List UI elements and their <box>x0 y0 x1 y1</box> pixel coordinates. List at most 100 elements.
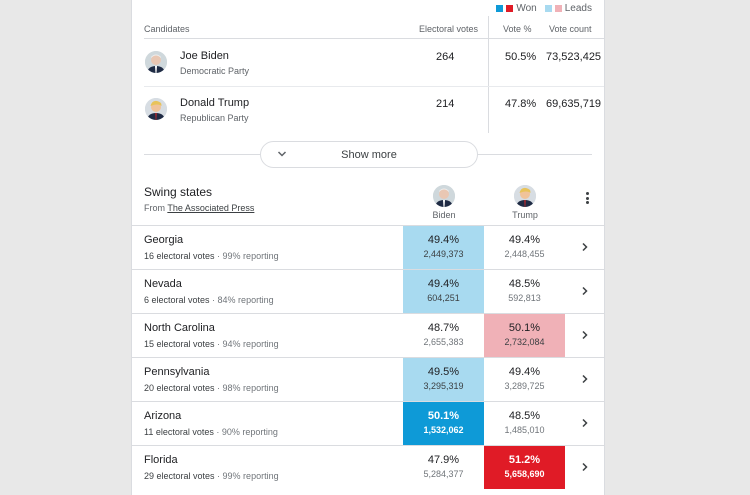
trump-count: 592,813 <box>508 293 541 303</box>
biden-result-cell: 50.1% 1,532,062 <box>403 402 484 445</box>
vote-count-header: Vote count <box>549 24 592 34</box>
state-electoral-votes: 6 electoral votes <box>144 295 210 305</box>
show-more-label: Show more <box>341 148 397 161</box>
won-swatch-blue <box>496 5 504 12</box>
state-name: Pennsylvania <box>144 366 210 378</box>
trump-result-cell: 49.4% 3,289,725 <box>484 358 565 401</box>
trump-result-cell: 51.2% 5,658,690 <box>484 446 565 489</box>
trump-pct: 49.4% <box>508 234 541 246</box>
state-name: Nevada <box>144 278 182 290</box>
state-name: Florida <box>144 454 178 466</box>
state-row-north-carolina[interactable]: North Carolina 15 electoral votes · 94% … <box>132 313 604 357</box>
trump-pct: 49.4% <box>508 366 541 378</box>
leads-swatch-blue <box>544 5 552 12</box>
header-divider <box>144 38 604 39</box>
biden-column-label: Biden <box>432 210 456 220</box>
state-reporting: 94% reporting <box>222 339 279 349</box>
state-meta: 11 electoral votes · 90% reporting <box>144 427 278 437</box>
trump-count: 2,448,455 <box>504 249 545 259</box>
election-results-card: Won Leads Candidates Electoral votes Vot… <box>131 0 605 495</box>
trump-vote-pct: 47.8% <box>505 98 537 110</box>
trump-party: Republican Party <box>180 113 249 123</box>
chevron-right-icon <box>582 330 588 340</box>
biden-result-cell: 49.4% 604,251 <box>403 270 484 313</box>
state-row-georgia[interactable]: Georgia 16 electoral votes · 99% reporti… <box>132 225 604 269</box>
biden-result-cell: 49.4% 2,449,373 <box>403 226 484 269</box>
state-electoral-votes: 11 electoral votes <box>144 427 214 437</box>
trump-count: 2,732,084 <box>504 337 545 347</box>
trump-count: 1,485,010 <box>504 425 545 435</box>
biden-avatar-icon <box>145 51 167 73</box>
biden-party: Democratic Party <box>180 66 250 76</box>
trump-result-cell: 48.5% 1,485,010 <box>484 402 565 445</box>
trump-count: 3,289,725 <box>504 381 545 391</box>
state-name: Arizona <box>144 410 182 422</box>
more-options-icon[interactable] <box>584 192 590 206</box>
biden-pct: 48.7% <box>427 322 460 334</box>
chevron-down-icon <box>277 151 287 157</box>
trump-pct: 48.5% <box>508 278 541 290</box>
electoral-votes-header: Electoral votes <box>419 24 479 34</box>
biden-count: 2,449,373 <box>423 249 464 259</box>
biden-name: Joe Biden <box>180 50 229 62</box>
swing-source: From The Associated Press <box>144 203 254 213</box>
state-name: Georgia <box>144 234 184 246</box>
won-swatch-red <box>506 5 514 12</box>
trump-pct: 50.1% <box>508 322 541 334</box>
state-row-pennsylvania[interactable]: Pennsylvania 20 electoral votes · 98% re… <box>132 357 604 401</box>
biden-result-cell: 48.7% 2,655,383 <box>403 314 484 357</box>
biden-pct: 50.1% <box>427 410 460 422</box>
state-meta: 16 electoral votes · 99% reporting <box>144 251 279 261</box>
source-prefix: From <box>144 203 165 213</box>
leads-swatch-red <box>554 5 562 12</box>
state-electoral-votes: 15 electoral votes <box>144 339 215 349</box>
state-reporting: 98% reporting <box>222 383 279 393</box>
state-reporting: 90% reporting <box>221 427 278 437</box>
candidates-header: Candidates <box>144 24 190 34</box>
chevron-right-icon <box>582 374 588 384</box>
biden-count: 1,532,062 <box>423 425 464 435</box>
chevron-right-icon <box>582 418 588 428</box>
biden-pct: 47.9% <box>427 454 460 466</box>
biden-count: 604,251 <box>427 293 460 303</box>
biden-electoral: 264 <box>436 51 455 63</box>
state-electoral-votes: 29 electoral votes <box>144 471 215 481</box>
biden-pct: 49.4% <box>427 234 460 246</box>
column-divider <box>488 16 489 133</box>
legend-won-label: Won <box>516 3 537 14</box>
trump-result-cell: 49.4% 2,448,455 <box>484 226 565 269</box>
biden-pct: 49.4% <box>427 278 460 290</box>
legend: Won Leads <box>496 3 592 14</box>
trump-avatar-icon <box>145 98 167 120</box>
trump-name: Donald Trump <box>180 97 250 109</box>
state-reporting: 99% reporting <box>222 251 279 261</box>
trump-column-avatar-icon <box>514 185 536 207</box>
trump-vote-count: 69,635,719 <box>546 98 602 110</box>
biden-pct: 49.5% <box>427 366 460 378</box>
chevron-right-icon <box>582 242 588 252</box>
state-row-florida[interactable]: Florida 29 electoral votes · 99% reporti… <box>132 445 604 489</box>
chevron-right-icon <box>582 286 588 296</box>
biden-count: 3,295,319 <box>423 381 464 391</box>
state-reporting: 84% reporting <box>217 295 274 305</box>
state-name: North Carolina <box>144 322 215 334</box>
state-electoral-votes: 20 electoral votes <box>144 383 215 393</box>
trump-pct: 51.2% <box>508 454 541 466</box>
show-more-button[interactable]: Show more <box>260 141 478 168</box>
state-row-nevada[interactable]: Nevada 6 electoral votes · 84% reporting… <box>132 269 604 313</box>
trump-count: 5,658,690 <box>504 469 545 479</box>
biden-column-avatar-icon <box>433 185 455 207</box>
trump-column-label: Trump <box>512 210 538 220</box>
source-link[interactable]: The Associated Press <box>167 203 255 213</box>
state-meta: 15 electoral votes · 94% reporting <box>144 339 279 349</box>
biden-vote-pct: 50.5% <box>505 51 537 63</box>
trump-pct: 48.5% <box>508 410 541 422</box>
state-row-arizona[interactable]: Arizona 11 electoral votes · 90% reporti… <box>132 401 604 445</box>
state-electoral-votes: 16 electoral votes <box>144 251 215 261</box>
state-meta: 20 electoral votes · 98% reporting <box>144 383 279 393</box>
biden-result-cell: 47.9% 5,284,377 <box>403 446 484 489</box>
trump-result-cell: 50.1% 2,732,084 <box>484 314 565 357</box>
trump-electoral: 214 <box>436 98 455 110</box>
state-reporting: 99% reporting <box>222 471 279 481</box>
row-divider <box>144 86 604 87</box>
